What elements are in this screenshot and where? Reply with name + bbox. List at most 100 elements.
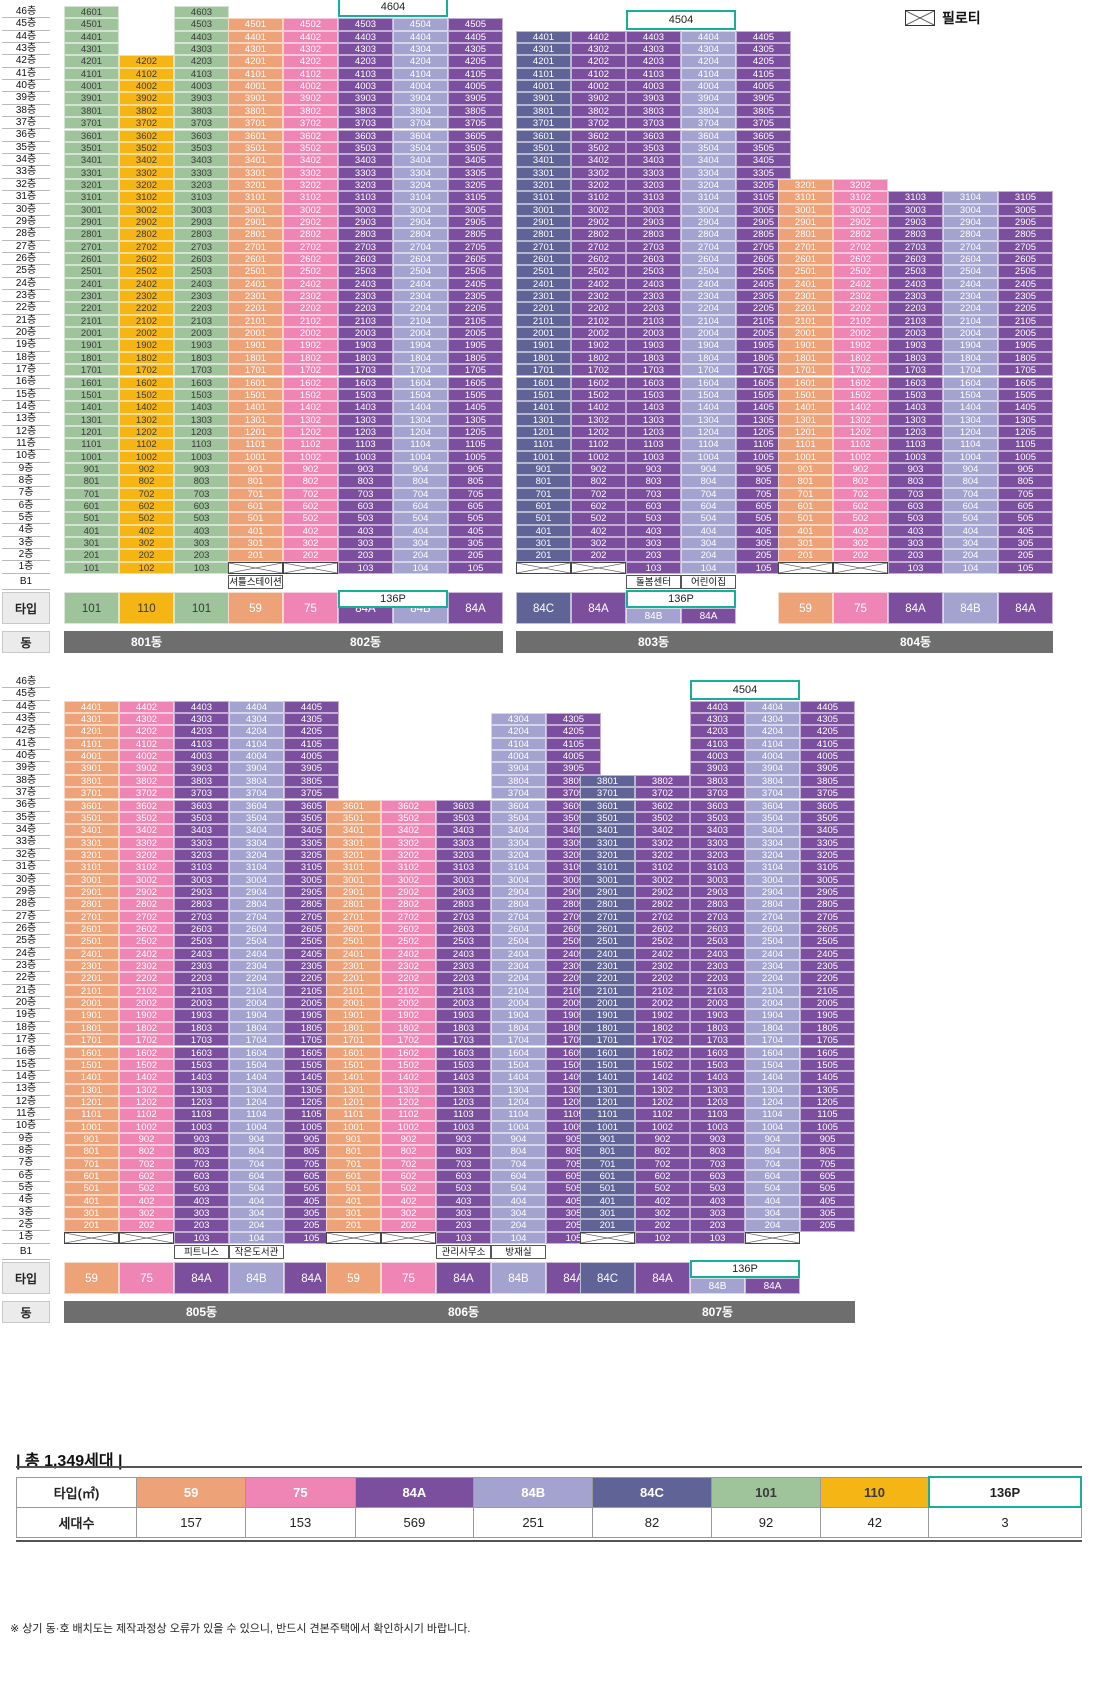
unit-cell: 4205 — [800, 725, 855, 738]
unit-cell: 1302 — [635, 1083, 690, 1096]
unit-cell: 1503 — [690, 1058, 745, 1072]
unit-cell: 203 — [436, 1219, 491, 1232]
unit-cell: 2603 — [338, 253, 393, 266]
unit-cell: 2404 — [229, 947, 284, 961]
unit-cell: 3004 — [681, 203, 736, 216]
unit-cell: 502 — [381, 1182, 436, 1195]
unit-cell: 1301 — [580, 1083, 635, 1096]
unit-cell: 3202 — [571, 178, 626, 192]
row-label-dong-bottom: 동 — [2, 1301, 50, 1324]
unit-cell: 3502 — [381, 811, 436, 825]
unit-cell: 1102 — [283, 438, 338, 451]
unit-cell: 2703 — [338, 240, 393, 253]
unit-cell: 1804 — [393, 351, 448, 365]
unit-cell: 3503 — [626, 141, 681, 155]
unit-cell: 2501 — [516, 265, 571, 278]
unit-cell: 2702 — [381, 910, 436, 923]
type-swatch-75: 75 — [119, 1262, 174, 1295]
unit-cell: 1101 — [778, 438, 833, 451]
unit-cell: 702 — [635, 1157, 690, 1170]
unit-cell: 402 — [571, 524, 626, 538]
unit-cell: 3101 — [778, 191, 833, 204]
unit-cell: 2502 — [571, 265, 626, 278]
unit-cell: 2604 — [681, 253, 736, 266]
unit-cell: 2901 — [64, 215, 119, 229]
unit-cell: 2303 — [174, 290, 229, 303]
unit-cell: 405 — [800, 1194, 855, 1208]
unit-cell: 2804 — [229, 898, 284, 911]
unit-cell: 2003 — [690, 997, 745, 1010]
unit-cell: 1102 — [571, 438, 626, 451]
type-swatch-84A: 84A — [888, 592, 943, 625]
dong-bar-802: 802동 — [228, 631, 503, 654]
unit-cell: 203 — [338, 549, 393, 562]
unit-cell: 4203 — [174, 725, 229, 738]
unit-cell: 3701 — [64, 787, 119, 800]
unit-cell: 3402 — [119, 824, 174, 837]
unit-cell: 1902 — [635, 1009, 690, 1022]
unit-cell: 2802 — [571, 228, 626, 241]
unit-cell: 505 — [998, 512, 1053, 525]
unit-cell: 303 — [436, 1207, 491, 1220]
unit-cell: 4504 — [393, 18, 448, 31]
unit-cell: 603 — [626, 500, 681, 513]
unit-cell: 3705 — [284, 787, 339, 800]
unit-cell: 2502 — [119, 935, 174, 948]
unit-cell: 4102 — [571, 67, 626, 81]
unit-cell: 703 — [626, 487, 681, 500]
floor-label: 45층 — [2, 688, 50, 701]
unit-cell: 2003 — [626, 327, 681, 340]
unit-cell: 3805 — [736, 104, 791, 118]
unit-cell: 4004 — [229, 750, 284, 763]
unit-cell: 3503 — [174, 141, 229, 155]
unit-cell: 2004 — [491, 997, 546, 1010]
unit-cell: 1603 — [888, 376, 943, 389]
unit-cell: 1604 — [943, 376, 998, 389]
unit-cell: 1601 — [516, 376, 571, 389]
unit-cell: 1703 — [436, 1034, 491, 1047]
unit-cell: 1003 — [690, 1120, 745, 1133]
unit-cell: 2902 — [571, 215, 626, 229]
unit-cell: 4301 — [516, 43, 571, 56]
unit-cell: 1505 — [736, 388, 791, 402]
unit-cell: 4405 — [448, 30, 503, 44]
unit-cell: 1602 — [833, 376, 888, 389]
unit-cell: 805 — [448, 475, 503, 488]
type-swatch-84A: 84A — [571, 592, 626, 625]
unit-cell: 1402 — [381, 1071, 436, 1084]
unit-cell: 2302 — [283, 290, 338, 303]
unit-cell: 3202 — [635, 848, 690, 862]
unit-cell: 4104 — [491, 737, 546, 751]
unit-cell: 2303 — [174, 960, 229, 973]
unit-cell: 1502 — [119, 388, 174, 402]
unit-cell: 302 — [119, 537, 174, 550]
unit-cell: 703 — [436, 1157, 491, 1170]
unit-cell: 1902 — [283, 339, 338, 352]
unit-cell: 602 — [119, 1170, 174, 1183]
unit-cell: 3504 — [393, 141, 448, 155]
unit-cell: 2204 — [229, 972, 284, 985]
unit-cell: 1804 — [745, 1021, 800, 1035]
unit-cell: 2903 — [888, 215, 943, 229]
unit-cell: 2203 — [174, 302, 229, 315]
unit-cell: 802 — [635, 1145, 690, 1158]
unit-cell: 501 — [64, 1182, 119, 1195]
unit-cell: 1203 — [436, 1095, 491, 1109]
floor-label: 10층 — [2, 450, 50, 463]
unit-cell: 1504 — [393, 388, 448, 402]
unit-cell: 3403 — [690, 824, 745, 837]
penthouse-unit-4504: 4504 — [690, 679, 800, 700]
unit-cell: 3302 — [283, 166, 338, 179]
unit-cell — [833, 561, 888, 575]
unit-cell: 3603 — [338, 129, 393, 142]
unit-cell: 1101 — [516, 438, 571, 451]
type-swatch-59: 59 — [326, 1262, 381, 1295]
unit-cell: 3705 — [800, 787, 855, 800]
unit-cell: 4304 — [229, 713, 284, 726]
unit-cell: 1102 — [119, 1108, 174, 1121]
unit-cell: 1703 — [174, 1034, 229, 1047]
unit-cell: 3401 — [326, 824, 381, 837]
unit-cell: 603 — [888, 500, 943, 513]
unit-cell: 3103 — [626, 191, 681, 204]
summary-count-84A: 569 — [354, 1506, 475, 1538]
